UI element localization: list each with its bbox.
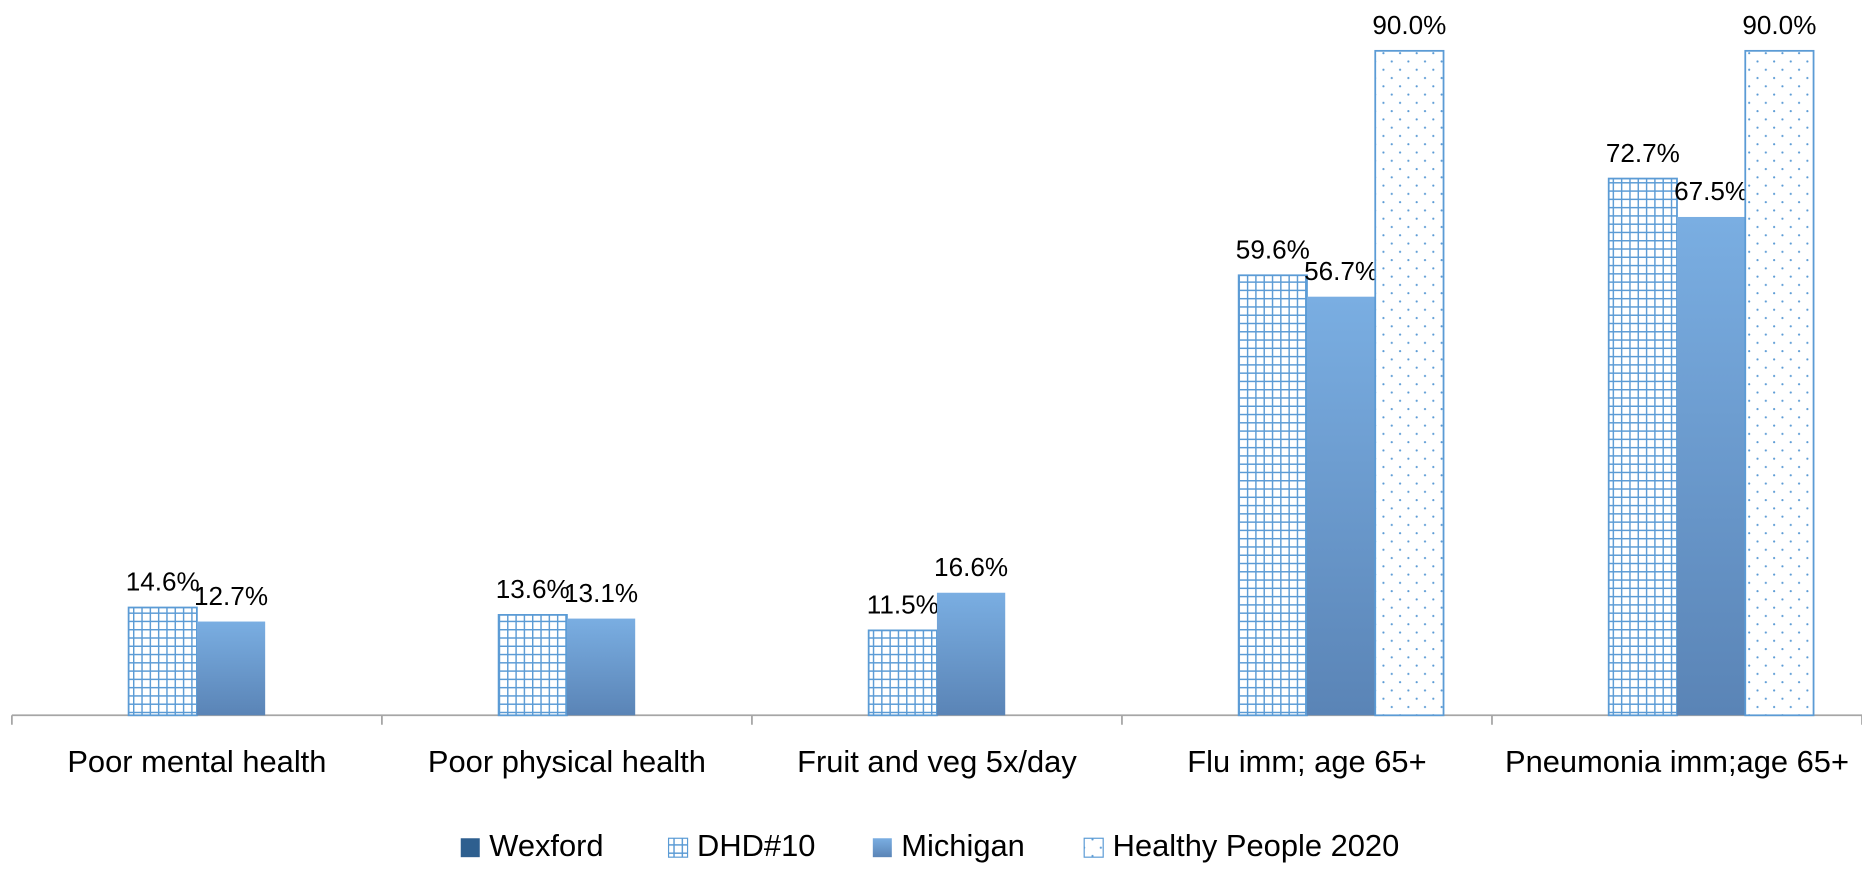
bar (1306, 296, 1376, 716)
bar (1374, 49, 1445, 717)
bar (566, 618, 636, 716)
data-label: 14.6% (126, 567, 200, 597)
x-tick-label: Pneumonia imm;age 65+ (1505, 744, 1849, 779)
legend-swatch (667, 837, 689, 858)
data-label: 13.6% (496, 574, 570, 604)
legend-label: Wexford (489, 828, 603, 863)
legend-label: DHD#10 (697, 828, 815, 863)
x-tick-label: Flu imm; age 65+ (1187, 744, 1426, 779)
bar (1676, 216, 1746, 716)
x-tick-label: Poor physical health (428, 744, 706, 779)
legend-swatch (872, 838, 892, 858)
x-tick-label: Poor mental health (67, 744, 326, 779)
data-label: 13.1% (564, 578, 638, 608)
data-label: 12.7% (194, 581, 268, 611)
bar (127, 606, 198, 717)
data-label: 11.5% (867, 590, 939, 620)
data-label: 90.0% (1372, 10, 1446, 40)
data-label: 72.7% (1606, 138, 1680, 168)
data-label: 16.6% (934, 552, 1008, 582)
data-label: 90.0% (1742, 10, 1816, 40)
x-tick-label: Fruit and veg 5x/day (797, 744, 1077, 779)
bar (196, 621, 266, 716)
legend-label: Healthy People 2020 (1113, 828, 1400, 863)
bar (1607, 177, 1678, 717)
data-label: 59.6% (1236, 235, 1310, 265)
bar (1744, 49, 1815, 717)
legend-label: Michigan (901, 828, 1025, 863)
bar (497, 614, 568, 717)
legend-swatch (1083, 837, 1104, 858)
data-label: 67.5% (1674, 176, 1748, 206)
legend-swatch (460, 838, 480, 858)
data-label: 56.7% (1304, 256, 1378, 286)
bar (936, 592, 1006, 716)
bar (1237, 274, 1308, 717)
bar (867, 629, 938, 717)
